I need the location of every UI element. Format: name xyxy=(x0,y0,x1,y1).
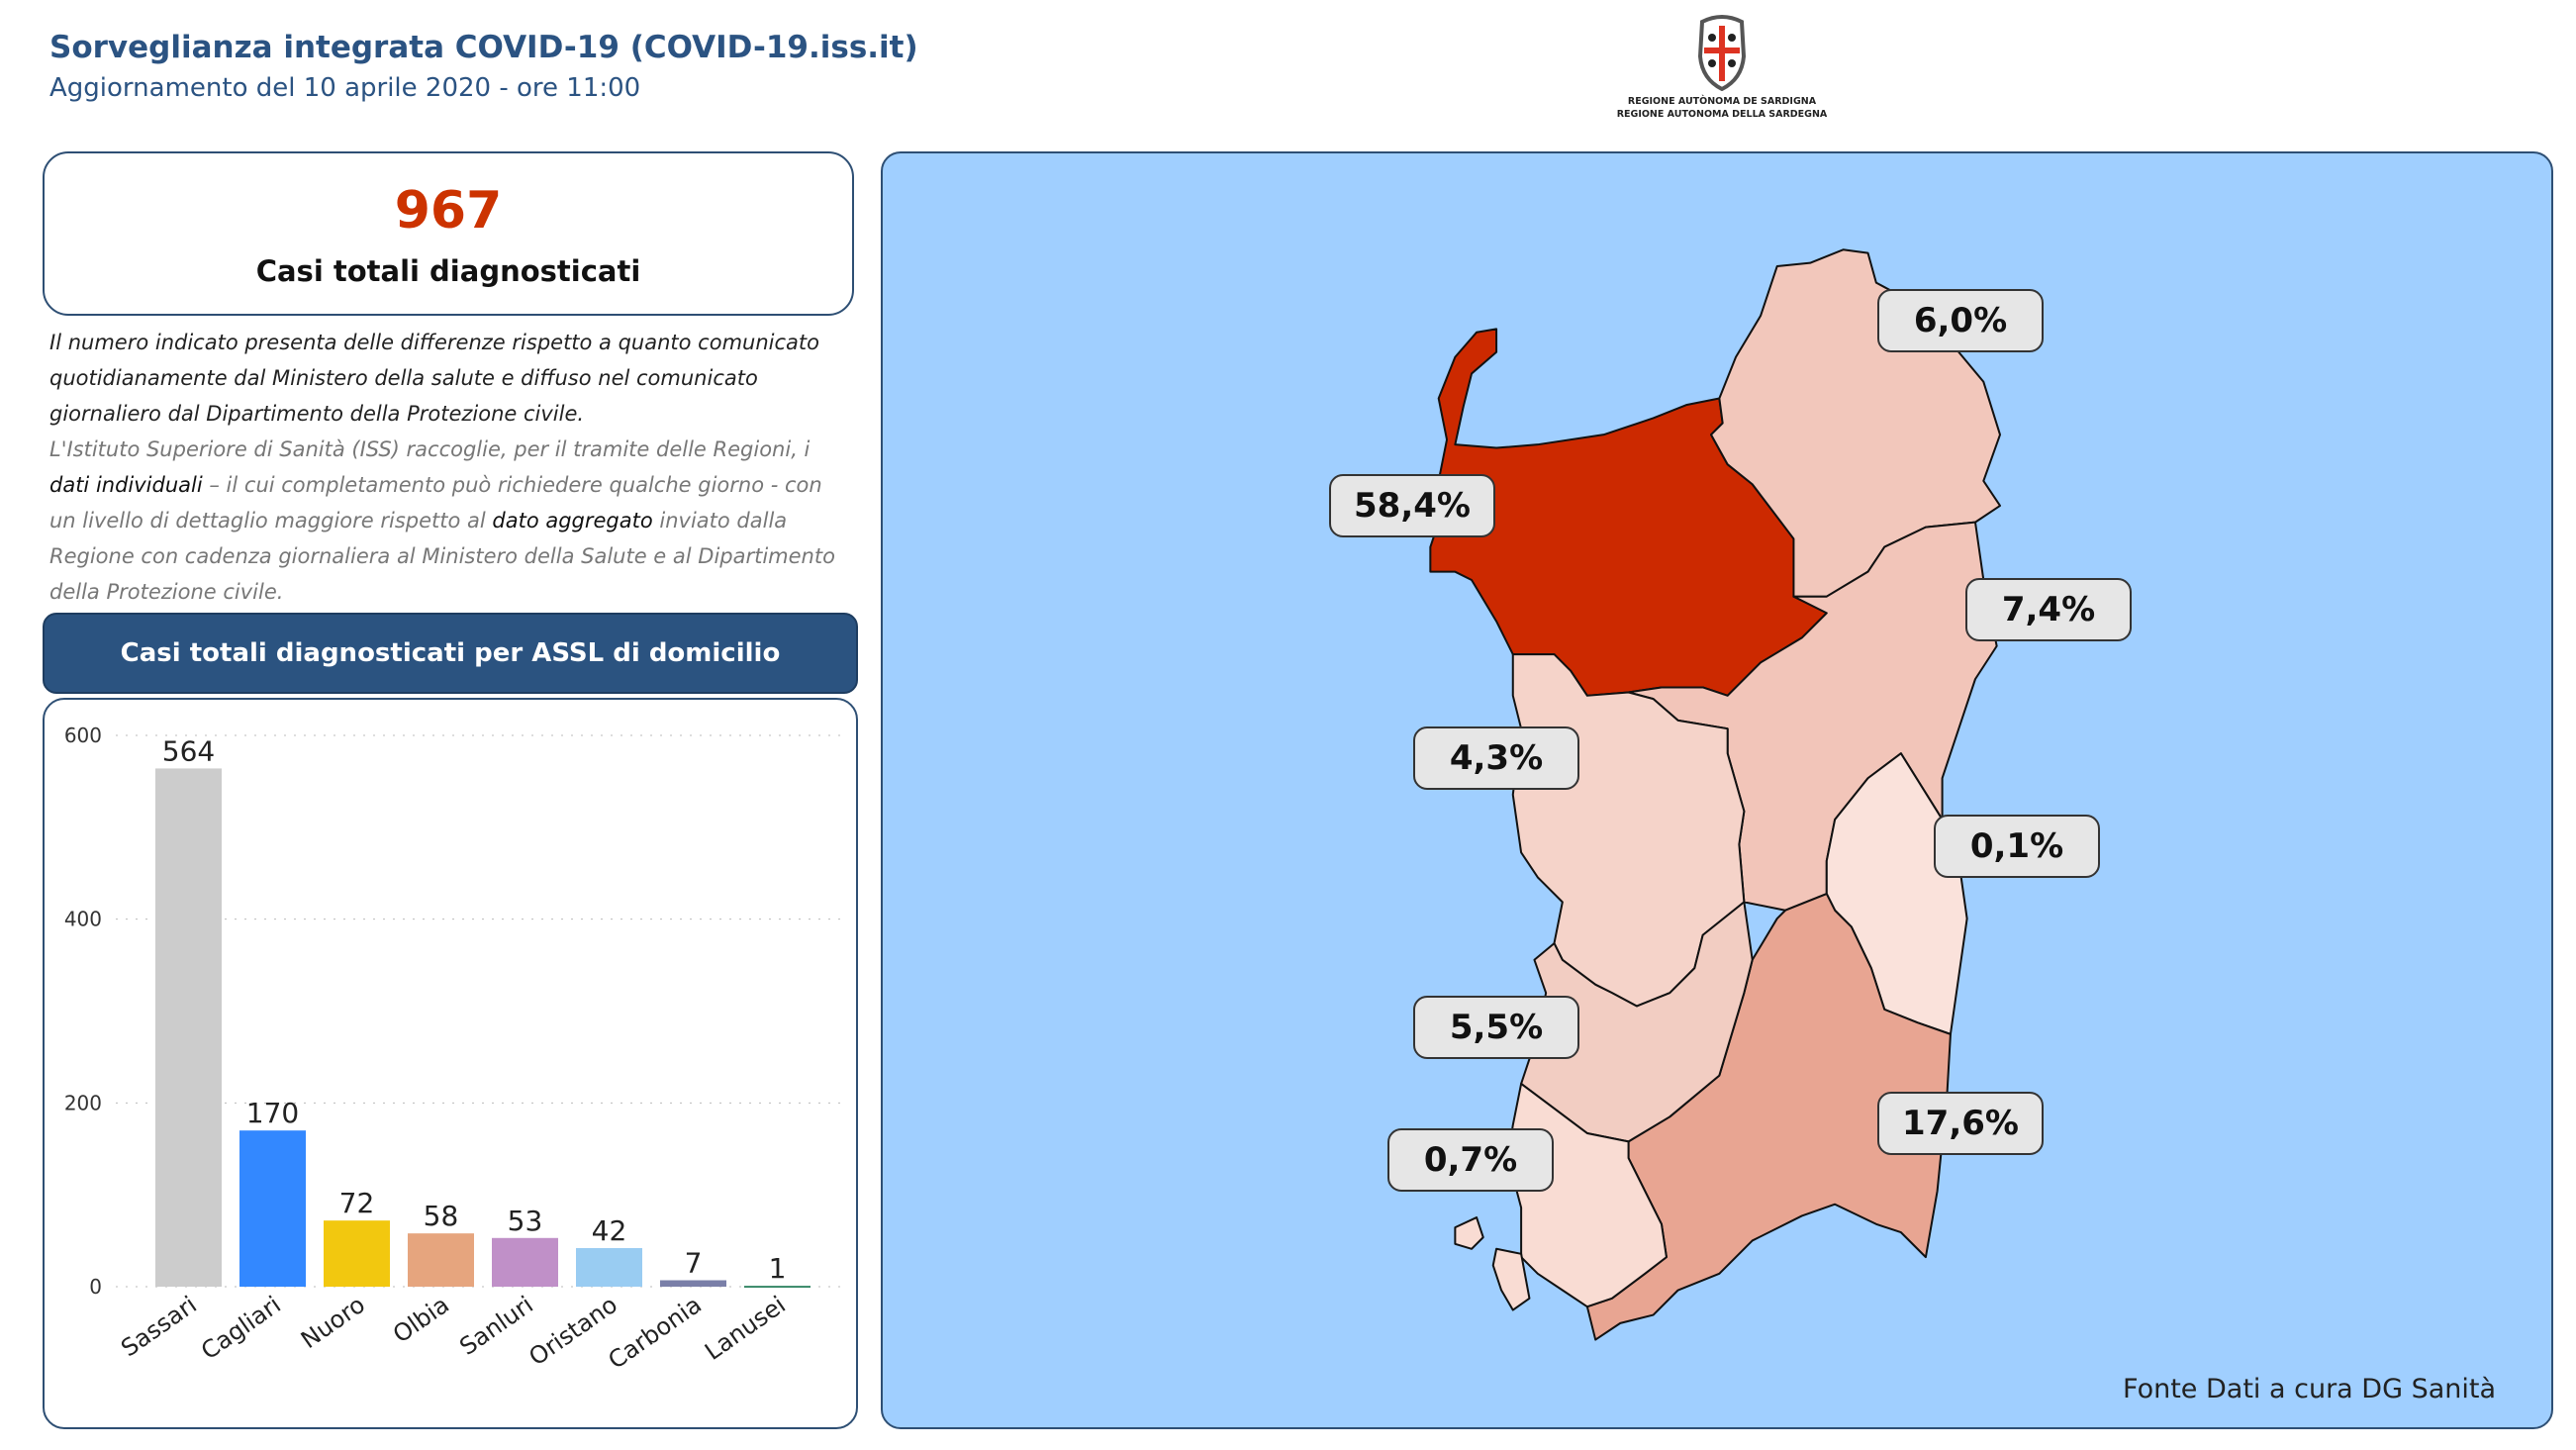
region-logo: REGIONE AUTÒNOMA DE SARDIGNA REGIONE AUT… xyxy=(1603,12,1841,136)
note-text: – il cui completamento può richiedere qu… xyxy=(49,473,822,532)
logo-text-italian: REGIONE AUTONOMA DELLA SARDEGNA xyxy=(1616,109,1828,120)
page-title: Sorveglianza integrata COVID-19 (COVID-1… xyxy=(49,30,918,65)
x-tick-label: Carbonia xyxy=(604,1291,707,1375)
pct-label-sanluri: 5,5% xyxy=(1413,996,1579,1059)
bar-cagliari[interactable] xyxy=(239,1130,306,1287)
bar-chart-card: 0 200 400 600 564 Sassari 170 Cagliari 72 Nuoro 58… xyxy=(43,698,858,1429)
logo-text-sardinian: REGIONE AUTÒNOMA DE SARDIGNA xyxy=(1627,96,1817,107)
x-tick-label: Sassari xyxy=(116,1291,202,1362)
bar-sassari[interactable] xyxy=(155,768,222,1287)
note-text: inviato dalla Regione con cadenza giorna… xyxy=(49,509,835,604)
bar-carbonia[interactable] xyxy=(660,1280,726,1287)
pct-label-cagliari: 17,6% xyxy=(1877,1092,2044,1155)
total-cases-label: Casi totali diagnosticati xyxy=(255,254,641,288)
y-tick-label: 400 xyxy=(64,908,102,931)
total-cases-value: 967 xyxy=(394,181,503,241)
y-tick-label: 200 xyxy=(64,1091,102,1114)
bar-chart: 0 200 400 600 564 Sassari 170 Cagliari 72 Nuoro 58… xyxy=(64,724,844,1375)
pct-label-carbonia: 0,7% xyxy=(1387,1128,1554,1192)
data-label: 7 xyxy=(685,1247,703,1280)
y-tick-label: 600 xyxy=(64,724,102,747)
island xyxy=(1454,1216,1484,1250)
total-cases-card: 967 Casi totali diagnosticati xyxy=(43,151,854,316)
note-text: L'Istituto Superiore di Sanità (ISS) rac… xyxy=(49,437,811,461)
bar-lanusei[interactable] xyxy=(744,1286,811,1289)
x-tick-label: Olbia xyxy=(388,1291,454,1349)
data-label: 170 xyxy=(246,1097,299,1129)
note-emphasis: dato aggregato xyxy=(492,509,653,532)
y-tick-label: 0 xyxy=(89,1275,102,1299)
bar-sanluri[interactable] xyxy=(492,1237,558,1287)
data-label: 42 xyxy=(592,1214,627,1247)
map-panel xyxy=(881,151,2553,1429)
x-tick-label: Nuoro xyxy=(296,1291,370,1354)
data-label: 1 xyxy=(769,1252,787,1285)
data-label: 564 xyxy=(162,734,215,767)
x-tick-label: Cagliari xyxy=(196,1291,286,1365)
pct-label-oristano: 4,3% xyxy=(1413,726,1579,790)
island xyxy=(1491,1247,1531,1311)
data-source: Fonte Dati a cura DG Sanità xyxy=(2123,1374,2497,1404)
disclaimer-note: Il numero indicato presenta delle differ… xyxy=(49,325,851,610)
pct-label-nuoro: 7,4% xyxy=(1965,578,2132,641)
pct-label-sassari: 58,4% xyxy=(1329,474,1495,537)
bar-olbia[interactable] xyxy=(408,1233,474,1287)
x-tick-label: Lanusei xyxy=(700,1291,791,1366)
note-paragraph-1: Il numero indicato presenta delle differ… xyxy=(49,331,819,426)
note-emphasis: dati individuali xyxy=(49,473,203,497)
bar-nuoro[interactable] xyxy=(324,1220,390,1287)
coat-of-arms-icon xyxy=(1697,15,1747,92)
bar-oristano[interactable] xyxy=(576,1248,642,1287)
pct-label-olbia: 6,0% xyxy=(1877,289,2044,352)
chart-header: Casi totali diagnosticati per ASSL di do… xyxy=(43,613,858,694)
data-label: 58 xyxy=(424,1200,459,1232)
update-timestamp: Aggiornamento del 10 aprile 2020 - ore 1… xyxy=(49,73,641,103)
sardinia-map xyxy=(1429,248,2002,1341)
data-label: 53 xyxy=(508,1205,543,1237)
pct-label-lanusei: 0,1% xyxy=(1934,815,2100,878)
note-paragraph-2: L'Istituto Superiore di Sanità (ISS) rac… xyxy=(49,432,851,610)
data-label: 72 xyxy=(339,1187,375,1219)
